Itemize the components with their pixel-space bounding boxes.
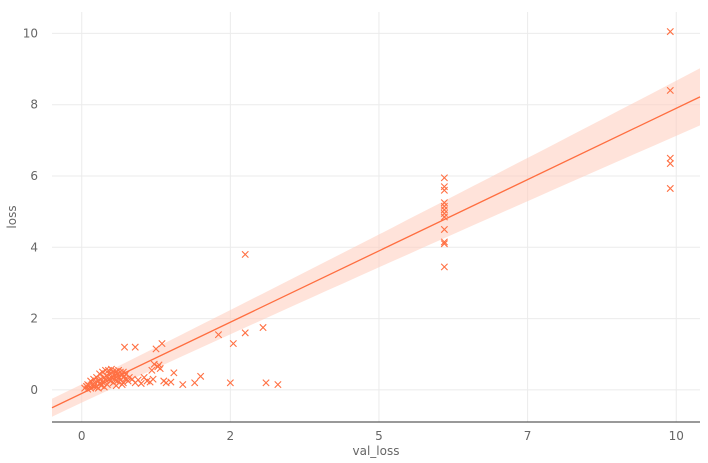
data-point — [214, 331, 223, 339]
data-point — [666, 184, 674, 193]
y-tick-label: 8 — [30, 98, 38, 112]
data-point — [440, 186, 448, 194]
confidence-band-layer — [52, 68, 700, 417]
data-point — [666, 28, 674, 36]
y-tick-label: 0 — [30, 383, 38, 397]
data-point — [118, 380, 126, 389]
regression-line — [51, 96, 701, 409]
x-tick-label: 5 — [375, 429, 383, 443]
data-point — [666, 159, 674, 168]
data-point — [112, 382, 120, 390]
data-point — [274, 380, 282, 389]
data-point — [115, 373, 123, 382]
data-point — [149, 375, 157, 383]
grid-layer — [52, 12, 700, 422]
data-point — [229, 339, 237, 348]
data-point — [440, 183, 448, 191]
data-point — [666, 86, 674, 95]
data-point — [440, 238, 448, 246]
regression-line-layer — [51, 96, 701, 409]
data-point — [191, 379, 199, 387]
data-point — [120, 343, 129, 351]
data-point — [100, 383, 108, 391]
y-tick-label: 2 — [30, 312, 38, 326]
x-tick-label: 7 — [524, 429, 532, 443]
x-axis-title: val_loss — [353, 444, 400, 458]
data-point — [167, 378, 175, 386]
data-point — [440, 225, 448, 234]
data-point — [107, 365, 116, 373]
data-point — [137, 379, 145, 388]
data-point — [259, 323, 267, 332]
data-point — [440, 213, 448, 221]
data-point — [156, 364, 164, 373]
x-tick-label: 2 — [227, 429, 235, 443]
data-point — [158, 339, 166, 348]
data-point — [226, 379, 234, 387]
points-layer — [81, 28, 674, 393]
y-axis-title: loss — [5, 205, 19, 228]
data-point — [148, 366, 156, 374]
data-point — [197, 372, 205, 380]
data-point — [262, 379, 270, 387]
data-point — [152, 345, 160, 353]
data-point — [106, 377, 114, 385]
confidence-band — [52, 68, 700, 417]
data-point — [94, 384, 102, 392]
tick-labels-layer: 0 2 5 7 10 0 2 4 6 8 10 — [23, 26, 684, 443]
data-point — [179, 380, 187, 389]
data-point — [84, 380, 92, 389]
x-tick-label: 10 — [669, 429, 684, 443]
y-tick-label: 10 — [23, 26, 38, 40]
data-point — [170, 369, 178, 377]
y-tick-label: 4 — [30, 240, 38, 254]
data-point — [241, 329, 249, 337]
data-point — [101, 366, 110, 374]
x-tick-label: 0 — [78, 429, 86, 443]
data-point — [150, 360, 158, 368]
data-point — [131, 343, 139, 351]
data-point — [440, 263, 448, 271]
data-point — [666, 154, 674, 162]
y-tick-label: 6 — [30, 169, 38, 183]
data-point — [440, 174, 448, 182]
data-point — [440, 240, 448, 248]
data-point — [241, 250, 249, 259]
